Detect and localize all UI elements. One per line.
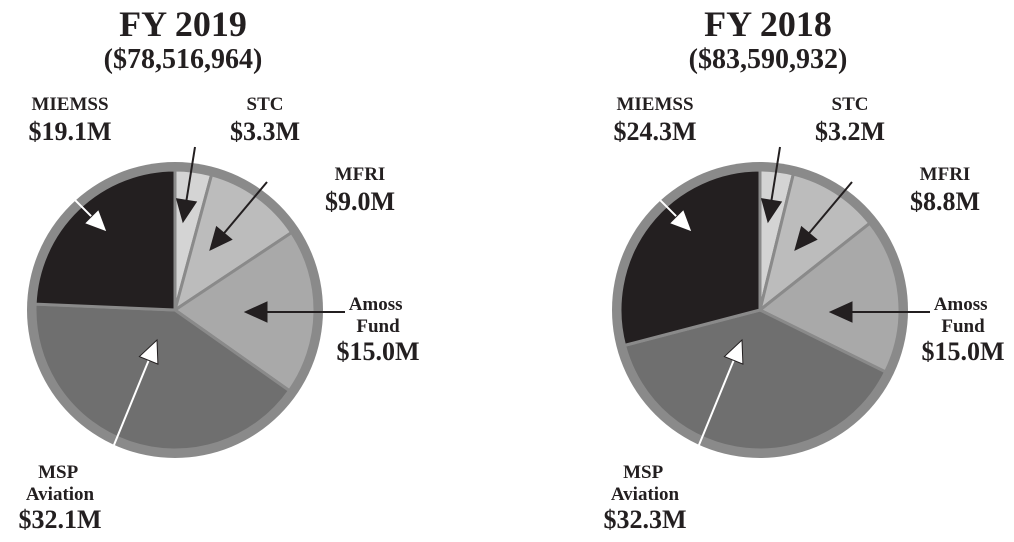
pie-slice [33,302,292,452]
arrow-line [185,146,196,201]
slice-label: STC [832,94,869,115]
slice-value-label: $9.0M [325,187,395,216]
slice-value-label: $24.3M [613,117,696,146]
slice-label: MFRI [920,164,971,185]
pie-slice [33,168,177,312]
pie-slice [757,221,902,374]
slice-label: MIEMSS [616,94,693,115]
slice-value-label: $3.2M [815,117,885,146]
arrow-line [770,146,781,201]
pie-slice [622,308,888,452]
arrow-line [631,171,678,218]
arrow-line [223,181,268,234]
arrow-head [828,301,853,323]
slice-value-label: $3.3M [230,117,300,146]
chart-title: FY 2019 [119,4,247,44]
slice-value-label: $15.0M [921,337,1004,366]
pie-slice [618,168,762,348]
slice-label: Amoss Fund [934,294,993,337]
arrow-head [83,208,108,233]
arrow-line [808,181,853,234]
slice-value-label: $15.0M [336,337,419,366]
slice-label: MIEMSS [31,94,108,115]
chart-title: FY 2018 [704,4,832,44]
arrow-line [691,359,735,463]
chart-subtitle: ($78,516,964) [104,44,263,75]
slice-label: STC [247,94,284,115]
slice-label: MSP Aviation [26,462,95,505]
slice-value-label: $32.3M [603,505,686,534]
arrow-head [723,338,744,365]
arrow-head [794,225,818,251]
arrow-line [106,359,150,463]
slice-label: MFRI [335,164,386,185]
arrow-head [175,198,198,224]
slice-label: Amoss Fund [349,294,408,337]
arrow-head [243,301,268,323]
arrow-head [760,198,783,224]
slice-value-label: $19.1M [28,117,111,146]
chart-subtitle: ($83,590,932) [689,44,848,75]
arrow-head [209,225,233,251]
arrow-line [46,171,93,218]
pie-slice [757,172,872,314]
slice-label: MSP Aviation [611,462,680,505]
arrow-head [138,338,159,365]
slice-value-label: $8.8M [910,187,980,216]
arrow-head [668,208,693,233]
slice-value-label: $32.1M [18,505,101,534]
pie-slice [172,173,294,314]
